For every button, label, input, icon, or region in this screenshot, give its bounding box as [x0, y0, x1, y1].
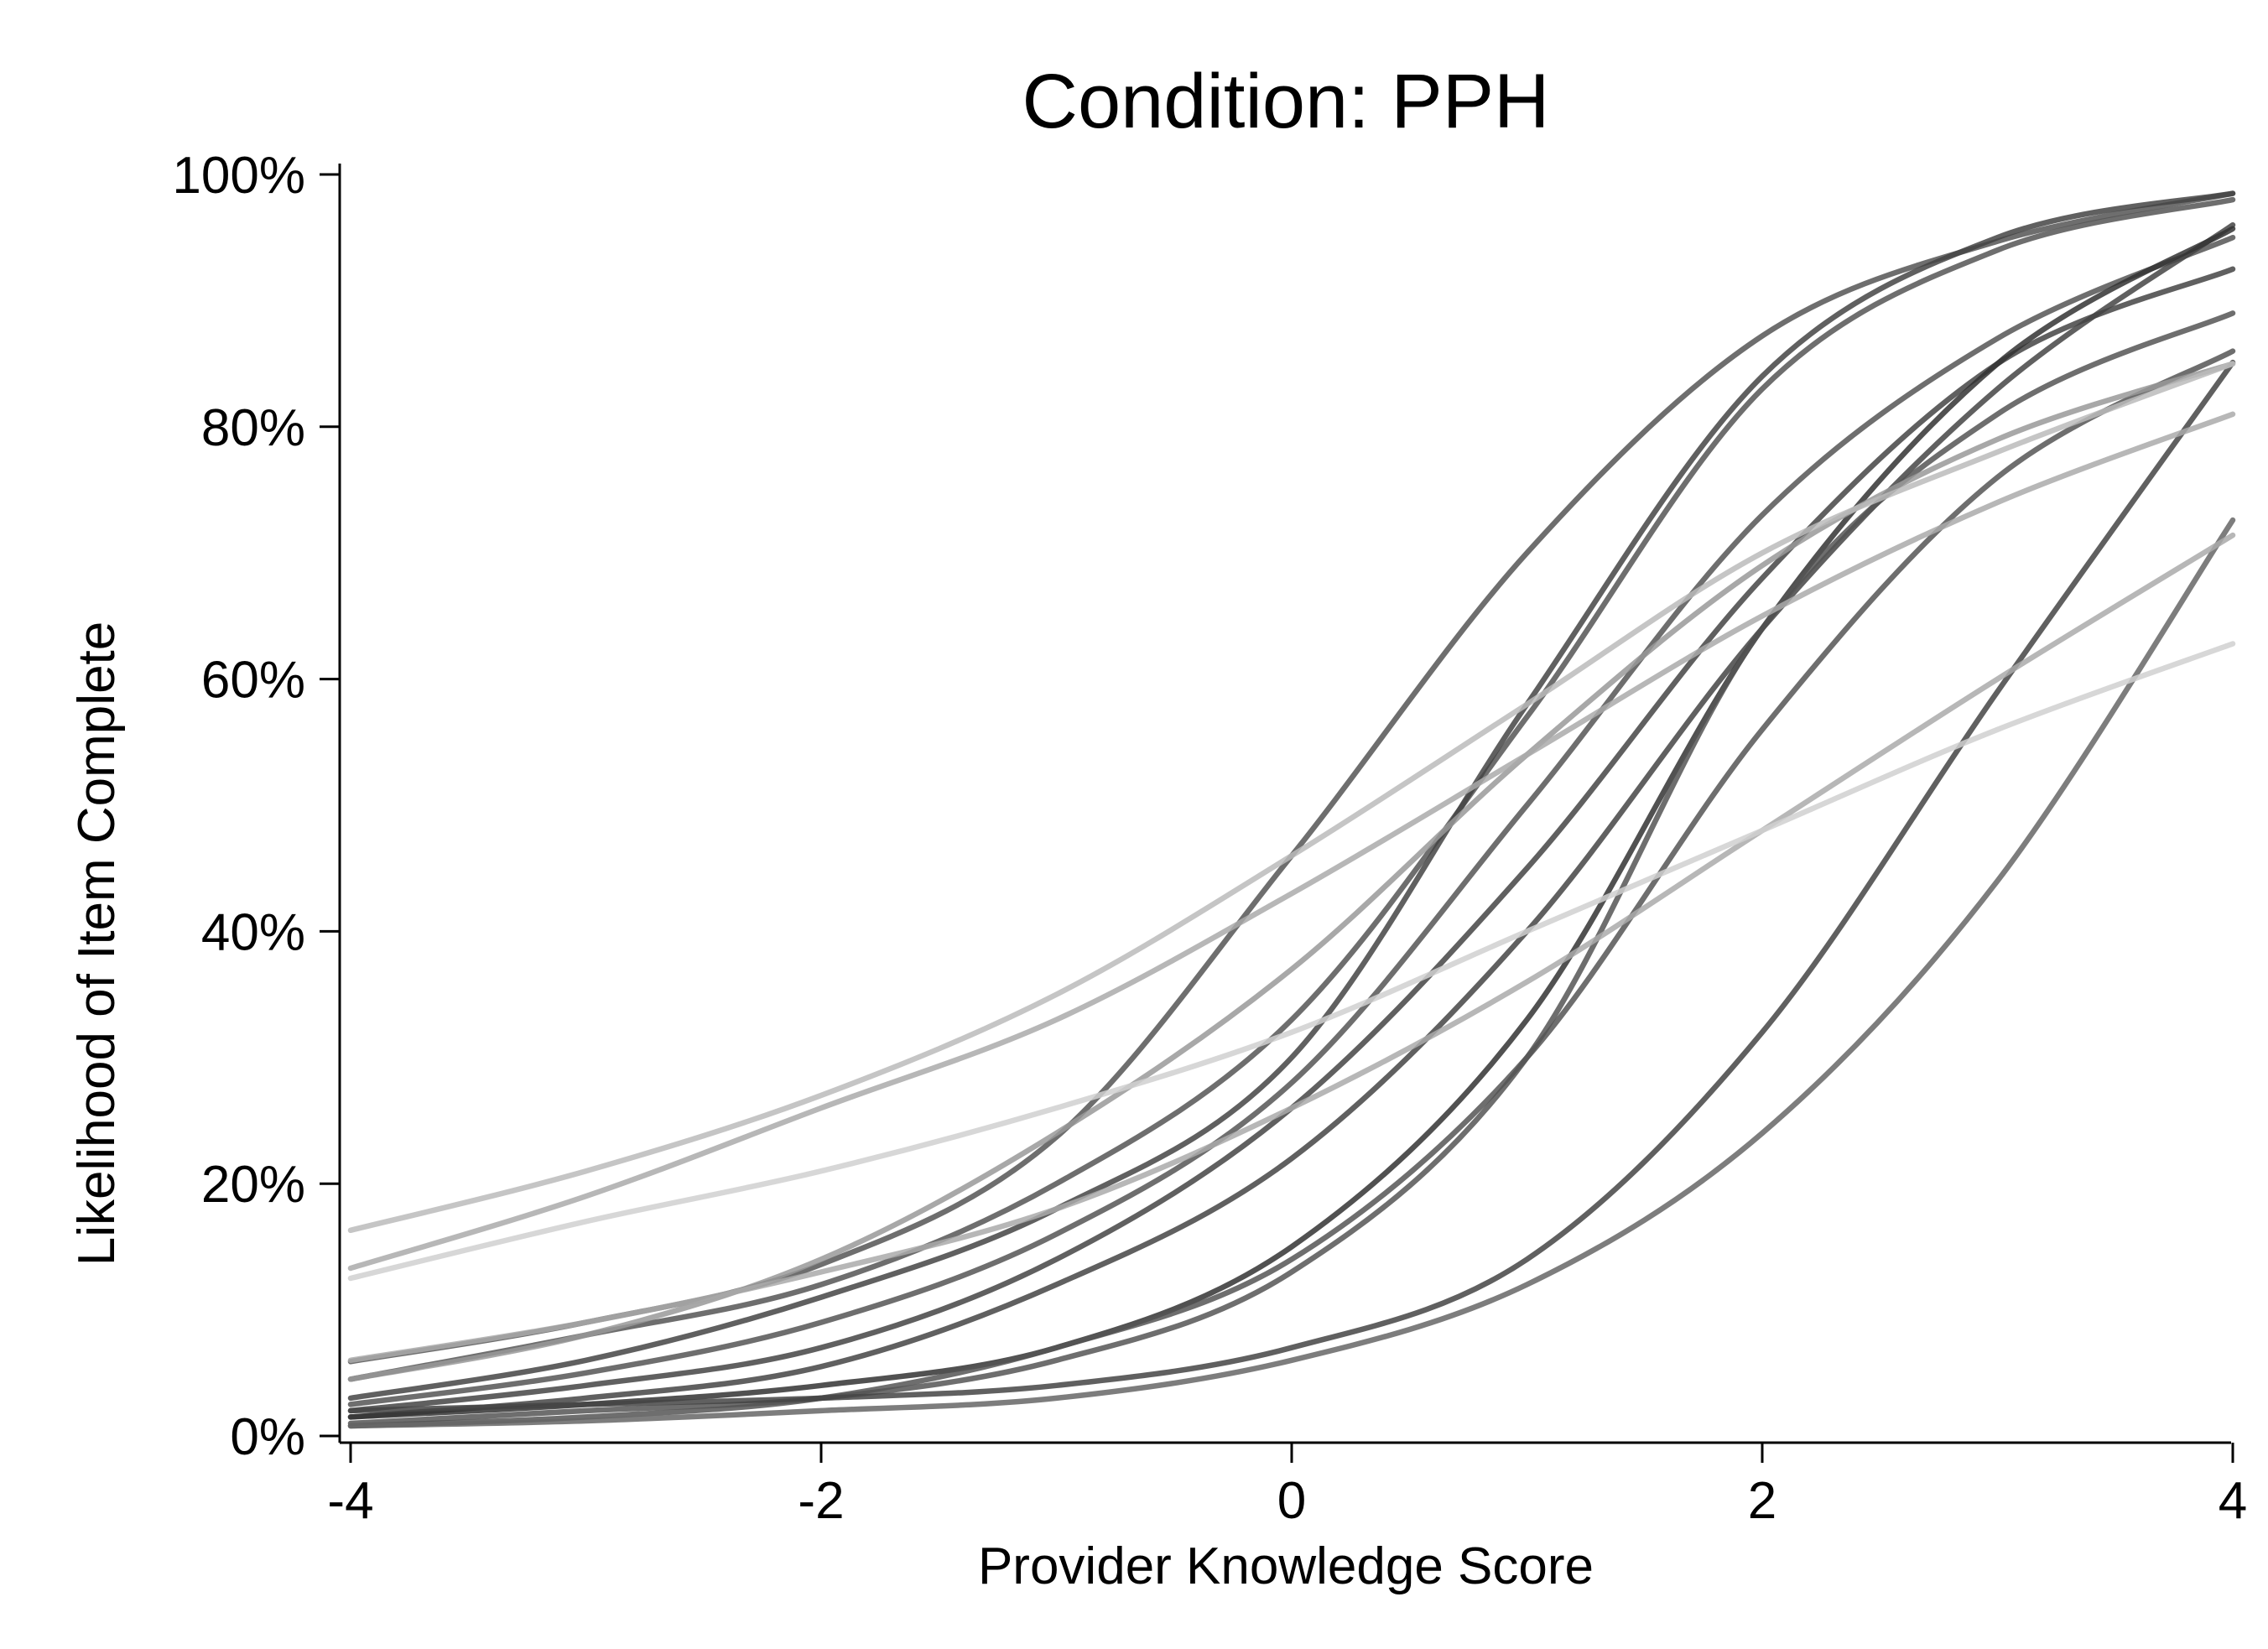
y-axis-label: Likelihood of Item Complete [68, 622, 126, 1267]
series-lines [347, 190, 2236, 1429]
series-line-10 [347, 359, 2236, 1414]
series-line-13 [347, 411, 2236, 1272]
x-tick-label: -2 [798, 1472, 844, 1530]
x-tick-label: 2 [1748, 1472, 1776, 1530]
y-tick-label: 80% [201, 399, 305, 457]
series-line-2 [347, 196, 2236, 1382]
x-tick-label: -4 [327, 1472, 373, 1530]
y-tick-label: 60% [201, 652, 305, 710]
series-line-9 [347, 348, 2236, 1429]
y-tick-label: 100% [172, 147, 305, 205]
x-axis-ticks: -4 -2 0 2 4 [327, 1443, 2247, 1530]
series-line-7 [347, 226, 2236, 1420]
y-tick-label: 20% [201, 1156, 305, 1214]
chart-title: Condition: PPH [1022, 59, 1550, 144]
y-tick-label: 0% [230, 1408, 305, 1466]
y-axis-ticks: 0% 20% 40% 60% 80% 100% [172, 147, 340, 1466]
series-line-8 [347, 310, 2236, 1427]
series-line-5 [347, 266, 2236, 1414]
x-tick-label: 4 [2219, 1472, 2247, 1530]
series-line-12 [347, 361, 2236, 1382]
series-line-11 [347, 517, 2236, 1429]
series-line-4 [347, 234, 2236, 1407]
y-tick-label: 40% [201, 903, 305, 961]
x-axis-label: Provider Knowledge Score [978, 1537, 1594, 1595]
series-line-3 [347, 190, 2236, 1402]
x-tick-label: 0 [1277, 1472, 1306, 1530]
series-line-14 [347, 361, 2236, 1234]
series-line-6 [347, 221, 2236, 1420]
series-line-15 [347, 532, 2236, 1364]
series-line-16 [347, 641, 2236, 1282]
